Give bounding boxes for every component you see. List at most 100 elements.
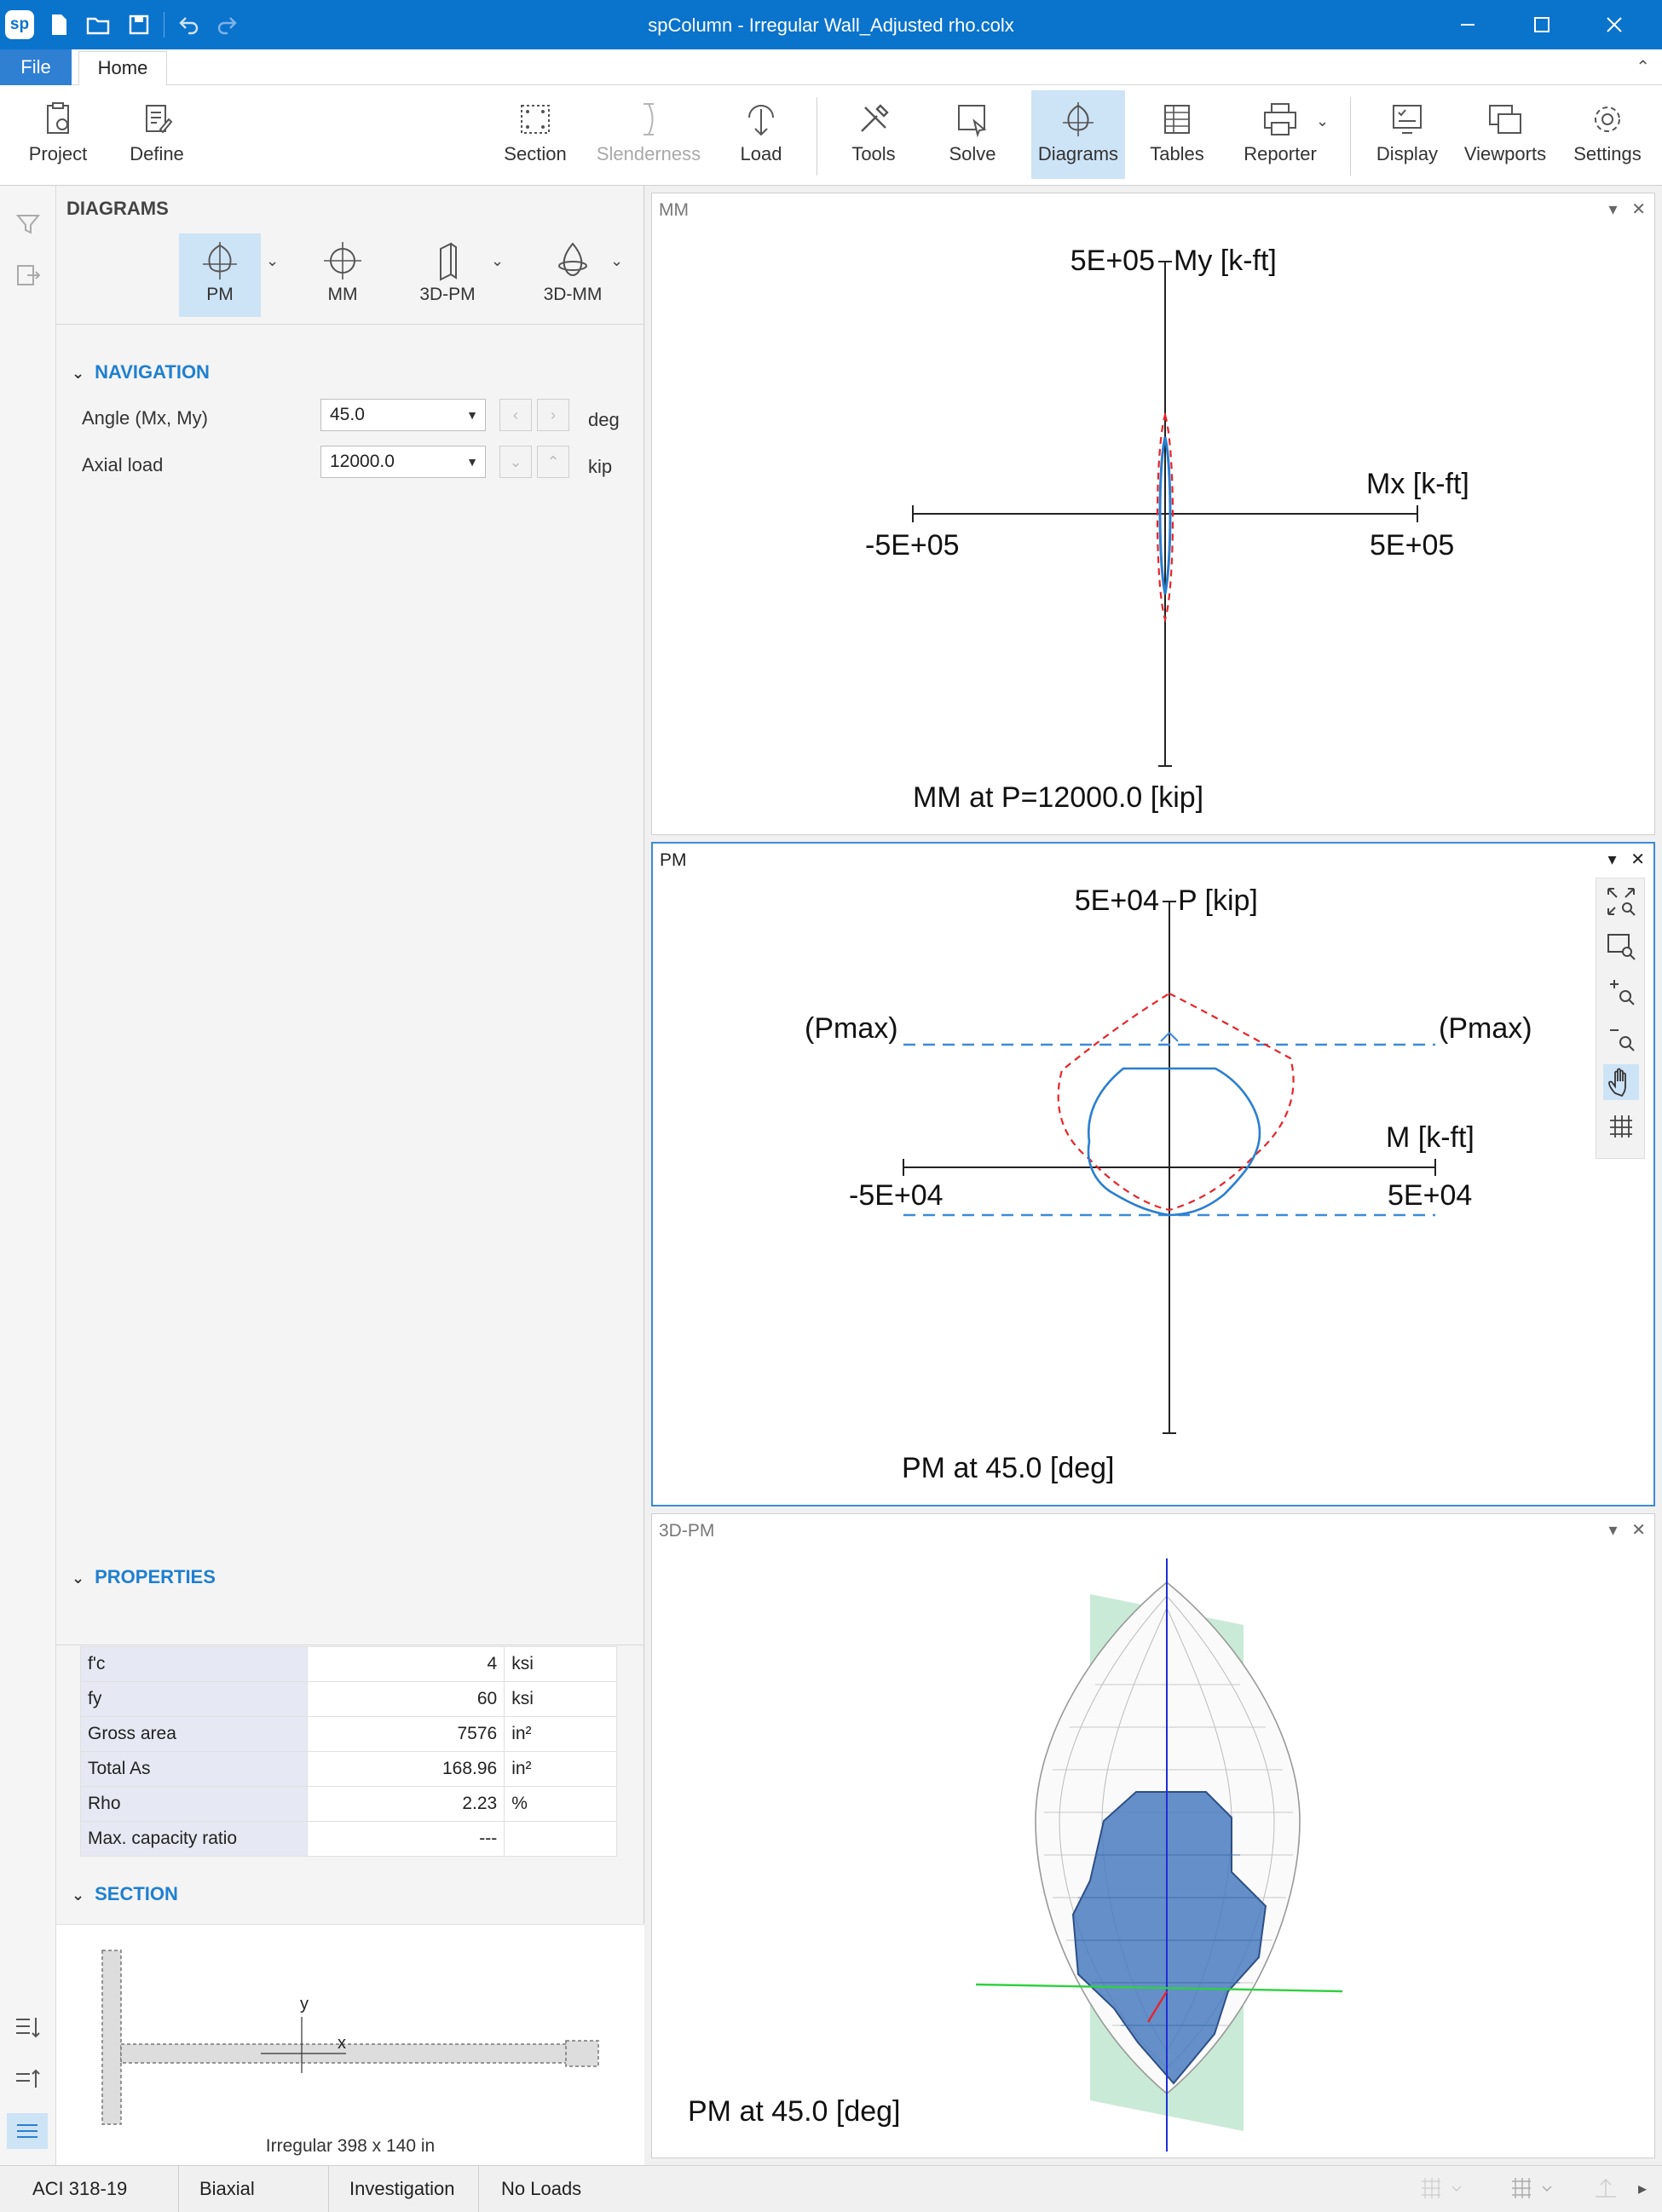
list-view-button[interactable] [7, 2113, 48, 2149]
window-title: spColumn - Irregular Wall_Adjusted rho.c… [648, 14, 1014, 36]
status-expand-icon[interactable]: ▸ [1638, 2180, 1648, 2198]
property-value: 7576 [306, 1716, 505, 1752]
minimize-icon[interactable] [1434, 7, 1502, 43]
mm-x-axis-label: Mx [k-ft] [1366, 468, 1469, 500]
solve-button[interactable]: Solve [932, 90, 1013, 179]
zoom-extents-icon[interactable] [1603, 884, 1639, 919]
property-unit: ksi [504, 1646, 617, 1682]
zoom-window-icon[interactable] [1603, 928, 1639, 964]
section-axis-x: x [338, 2034, 346, 2053]
slenderness-icon [643, 103, 654, 135]
pane-menu-icon[interactable]: ▾ [1607, 850, 1617, 869]
axial-load-unit: kip [588, 456, 613, 477]
tools-button[interactable]: Tools [834, 90, 914, 179]
pm3d-caption: PM at 45.0 [deg] [688, 2095, 901, 2128]
property-value: 168.96 [306, 1751, 505, 1787]
redo-icon[interactable] [215, 12, 240, 37]
combo-arrow-icon[interactable]: ▼ [466, 455, 478, 469]
diagrams-button[interactable]: Diagrams [1031, 90, 1125, 179]
combo-arrow-icon[interactable]: ▼ [466, 408, 478, 422]
section-header[interactable]: ⌄ SECTION [72, 1883, 178, 1905]
title-bar: sp spColumn - Irregular Wall_Adjusted rh… [0, 0, 1662, 49]
angle-prev-button[interactable]: ‹ [499, 399, 532, 431]
pm-pmax-left: (Pmax) [805, 1012, 898, 1045]
axial-load-up-button[interactable]: ⌃ [537, 446, 569, 478]
pane-menu-icon[interactable]: ▾ [1608, 200, 1618, 219]
maximize-icon[interactable] [1507, 7, 1575, 43]
diagram-mm-button[interactable]: MM [302, 233, 384, 317]
tab-home[interactable]: Home [78, 51, 167, 86]
pm3d-diagram: PM at 45.0 [deg] [688, 1558, 1343, 2152]
section-button[interactable]: Section [493, 90, 578, 179]
axes-toggle-icon[interactable] [1590, 2176, 1633, 2202]
undo-icon[interactable] [176, 12, 201, 37]
pm-caption: PM at 45.0 [deg] [902, 1452, 1115, 1484]
snap-grid-icon[interactable] [1418, 2176, 1466, 2202]
section-preview[interactable]: y x Irregular 398 x 140 in [56, 1924, 644, 2165]
close-pane-icon[interactable]: ✕ [1630, 850, 1645, 869]
close-window-icon[interactable] [1580, 7, 1648, 43]
pm-viewport[interactable]: PM ▾ ✕ 5E+04 P [kip] (Pmax) (Pmax) M [k-… [651, 842, 1655, 1506]
pm-dropdown-icon[interactable]: ⌄ [266, 252, 280, 269]
ribbon-collapse-icon[interactable]: ⌃ [1636, 58, 1650, 77]
mm-caption: MM at P=12000.0 [kip] [913, 781, 1203, 814]
pm-x-right: 5E+04 [1388, 1179, 1472, 1212]
properties-header[interactable]: ⌄ PROPERTIES [72, 1566, 216, 1588]
navigation-header[interactable]: ⌄ NAVIGATION [72, 361, 210, 383]
zoom-out-icon[interactable] [1603, 1020, 1639, 1056]
reporter-button[interactable]: Reporter [1232, 90, 1328, 179]
pan-hand-icon[interactable] [1603, 1064, 1639, 1100]
tables-icon [1164, 105, 1190, 134]
3dpm-dropdown-icon[interactable]: ⌄ [491, 252, 505, 269]
tables-button[interactable]: Tables [1137, 90, 1217, 179]
printer-icon [1264, 103, 1296, 135]
property-value: 60 [306, 1681, 505, 1717]
mm-viewport[interactable]: MM ▾ ✕ 5E+05 My [k-ft] Mx [k-ft] -5E+05 … [651, 193, 1655, 835]
open-folder-icon[interactable] [85, 12, 111, 37]
pane-menu-icon[interactable]: ▾ [1608, 1521, 1618, 1540]
sort-down-icon[interactable] [12, 2011, 44, 2043]
diagram-3dmm-button[interactable]: 3D-MM [523, 233, 622, 317]
project-button[interactable]: Project [7, 90, 109, 179]
diagram-pm-button[interactable]: PM [179, 233, 261, 317]
angle-combo[interactable]: 45.0 ▼ [320, 399, 486, 431]
pm-x-axis-label: M [k-ft] [1386, 1121, 1474, 1154]
3dmm-dropdown-icon[interactable]: ⌄ [610, 252, 624, 269]
solve-icon [958, 105, 987, 138]
grid-icon[interactable] [1603, 1109, 1639, 1144]
project-icon [47, 102, 69, 134]
axial-load-down-button[interactable]: ⌄ [499, 446, 532, 478]
pm3d-viewport[interactable]: 3D-PM ▾ ✕ PM at 45.0 [deg] [651, 1513, 1655, 2158]
reporter-dropdown-icon[interactable]: ⌄ [1316, 112, 1330, 130]
properties-table: f'c 4 ksi fy 60 ksi Gross area 7576 in² Total As 1… [80, 1646, 617, 1857]
slenderness-label: Slenderness [596, 143, 701, 164]
pane-controls: ▾ ✕ [1609, 199, 1646, 220]
tab-file[interactable]: File [0, 49, 72, 85]
left-panel: DIAGRAMS PM ⌄ MM 3D-PM ⌄ 3D-MM ⌄ ⌄ NAVIGA… [56, 186, 644, 2165]
close-pane-icon[interactable]: ✕ [1631, 200, 1646, 219]
grid-toggle-icon[interactable] [1509, 2176, 1556, 2202]
angle-next-button[interactable]: › [537, 399, 569, 431]
close-pane-icon[interactable]: ✕ [1631, 1521, 1646, 1540]
filter-icon[interactable] [14, 210, 43, 239]
new-file-icon[interactable] [46, 12, 72, 37]
slenderness-button[interactable]: Slenderness [588, 90, 709, 179]
save-icon[interactable] [126, 12, 152, 37]
status-run-option: Investigation [334, 2166, 479, 2212]
diagram-3dpm-button[interactable]: 3D-PM [401, 233, 494, 317]
define-button[interactable]: Define [111, 90, 203, 179]
diagram-pm-label: PM [206, 285, 234, 304]
app-logo: sp [5, 10, 34, 39]
load-label: Load [740, 143, 782, 164]
export-icon[interactable] [14, 261, 43, 290]
axial-load-combo[interactable]: 12000.0 ▼ [320, 446, 486, 478]
define-icon [146, 105, 173, 134]
sort-up-icon[interactable] [12, 2062, 44, 2094]
diagrams-icon [1063, 102, 1094, 136]
load-button[interactable]: Load [723, 90, 799, 179]
settings-button[interactable]: Settings [1561, 90, 1653, 179]
diagram-mm-label: MM [327, 285, 358, 304]
viewports-button[interactable]: Viewports [1459, 90, 1551, 179]
display-button[interactable]: Display [1367, 90, 1447, 179]
zoom-in-icon[interactable] [1603, 974, 1639, 1010]
